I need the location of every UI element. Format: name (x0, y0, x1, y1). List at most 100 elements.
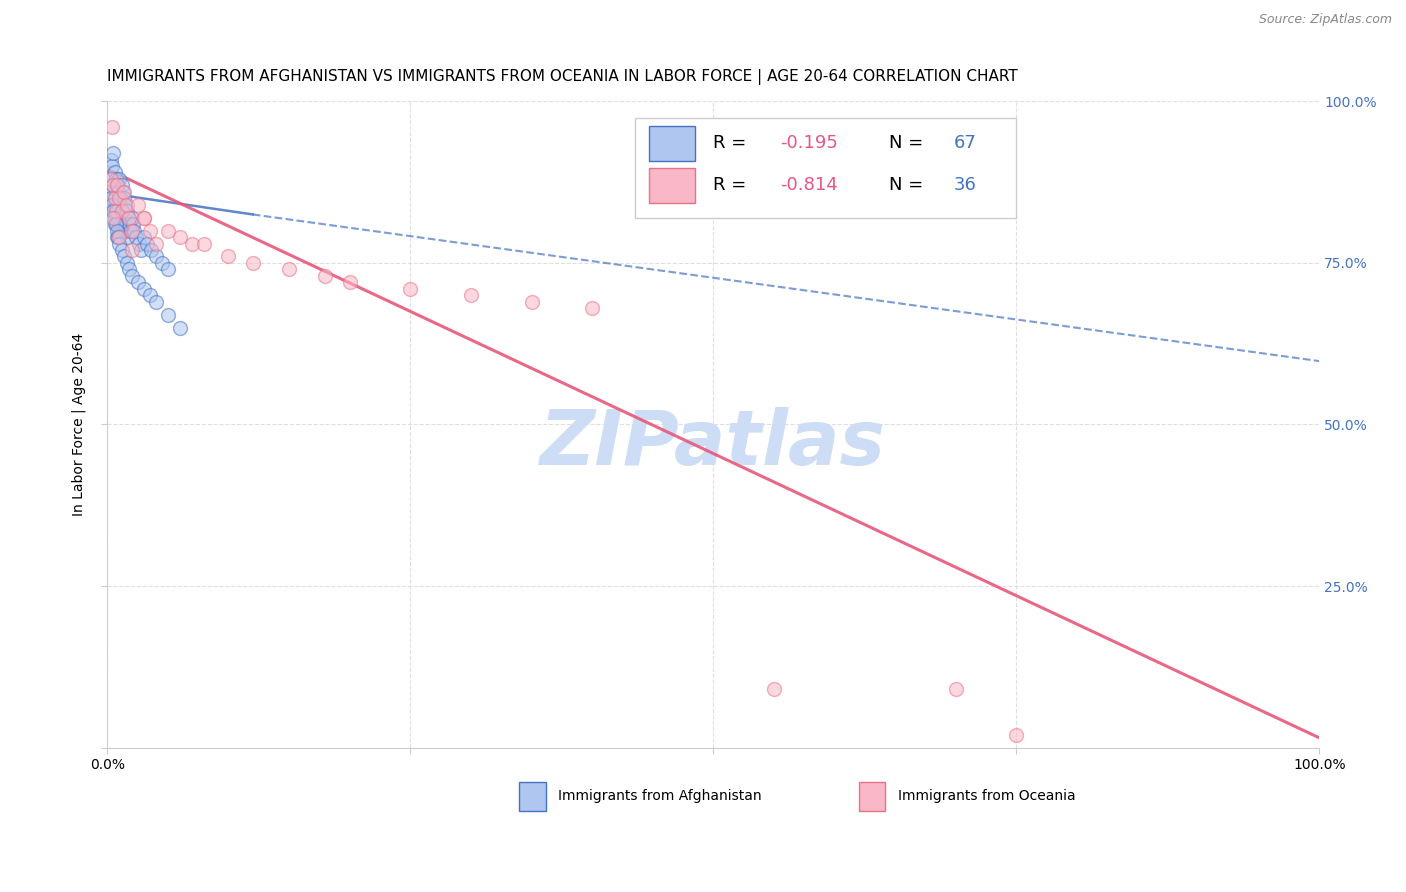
Point (121, 243, 143, 257)
Point (103, 204, 125, 219)
Point (278, 262, 301, 277)
Point (100, 191, 122, 205)
Point (111, 204, 134, 219)
Point (115, 256, 138, 270)
Text: IMMIGRANTS FROM AFGHANISTAN VS IMMIGRANTS FROM OCEANIA IN LABOR FORCE | AGE 20-6: IMMIGRANTS FROM AFGHANISTAN VS IMMIGRANT… (107, 69, 1018, 85)
Point (108, 191, 131, 205)
Point (104, 172, 127, 186)
Point (125, 230, 148, 244)
Point (100, 153, 122, 167)
Point (138, 224, 160, 238)
Point (103, 165, 125, 179)
Point (145, 236, 167, 251)
Point (520, 294, 543, 309)
Point (103, 217, 125, 231)
Point (242, 256, 264, 270)
Point (112, 211, 135, 225)
Text: 67: 67 (953, 135, 976, 153)
Point (156, 308, 179, 322)
Point (169, 320, 191, 334)
Point (105, 178, 128, 193)
Point (104, 217, 127, 231)
Point (112, 217, 135, 231)
Point (121, 268, 143, 283)
Point (218, 250, 240, 264)
Text: ZIPatlas: ZIPatlas (540, 407, 886, 481)
Text: -0.814: -0.814 (780, 177, 838, 194)
Point (128, 236, 150, 251)
Point (112, 185, 135, 199)
Point (114, 224, 136, 238)
Point (145, 294, 167, 309)
FancyBboxPatch shape (634, 118, 1017, 218)
Point (103, 211, 125, 225)
Point (129, 243, 152, 257)
Point (132, 282, 155, 296)
Point (108, 230, 131, 244)
Point (169, 230, 191, 244)
Point (108, 198, 131, 212)
Point (104, 198, 127, 212)
Point (101, 198, 124, 212)
Point (110, 217, 132, 231)
Point (132, 211, 155, 225)
Point (581, 301, 603, 315)
Point (181, 236, 204, 251)
Bar (859, 781, 886, 811)
Point (101, 198, 124, 212)
Point (132, 211, 155, 225)
Point (460, 288, 482, 302)
Point (103, 211, 125, 225)
Point (103, 204, 125, 219)
Point (103, 178, 125, 193)
Point (339, 275, 361, 289)
Point (107, 230, 129, 244)
Point (118, 211, 141, 225)
Point (127, 198, 149, 212)
Point (103, 191, 125, 205)
Point (111, 243, 134, 257)
Point (314, 268, 336, 283)
Point (108, 172, 131, 186)
Point (121, 211, 143, 225)
Point (139, 243, 162, 257)
Point (110, 191, 132, 205)
Point (105, 224, 128, 238)
Point (105, 230, 128, 244)
Point (115, 230, 138, 244)
Text: N =: N = (889, 177, 929, 194)
Text: Source: ZipAtlas.com: Source: ZipAtlas.com (1258, 13, 1392, 27)
Text: R =: R = (713, 135, 752, 153)
Point (127, 275, 149, 289)
Point (136, 236, 159, 251)
Bar (650, 126, 695, 161)
Point (103, 146, 125, 161)
Point (156, 224, 179, 238)
Point (117, 211, 139, 225)
Text: Immigrants from Oceania: Immigrants from Oceania (897, 789, 1076, 803)
Text: N =: N = (889, 135, 929, 153)
Point (103, 178, 125, 193)
Point (122, 224, 145, 238)
Text: 36: 36 (953, 177, 976, 194)
Point (156, 262, 179, 277)
Point (115, 204, 138, 219)
Point (193, 236, 215, 251)
Point (121, 217, 143, 231)
Point (1005, 728, 1028, 742)
Point (118, 217, 141, 231)
Point (105, 178, 128, 193)
Point (103, 191, 125, 205)
Bar (519, 781, 546, 811)
Point (100, 172, 122, 186)
Point (150, 256, 173, 270)
Point (945, 682, 967, 697)
Point (104, 204, 127, 219)
Point (132, 230, 155, 244)
Point (121, 224, 143, 238)
Point (112, 185, 135, 199)
Point (114, 198, 136, 212)
Point (108, 224, 131, 238)
Point (145, 250, 167, 264)
Point (118, 262, 141, 277)
